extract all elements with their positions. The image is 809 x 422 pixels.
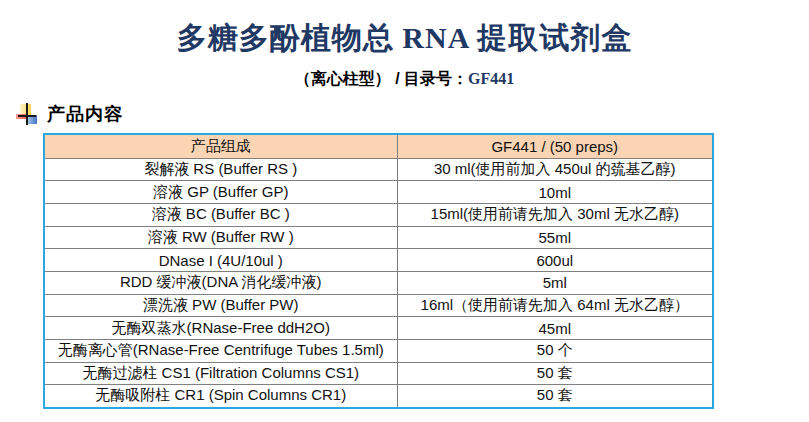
- component-cell: 裂解液 RS (Buffer RS ): [44, 158, 397, 181]
- section-heading-product-contents: 产品内容: [16, 102, 123, 126]
- document-page: 多糖多酚植物总 RNA 提取试剂盒 （离心柱型） / 目录号：GF441 产品内…: [0, 0, 809, 422]
- catalog-number: GF441: [468, 70, 514, 87]
- amount-cell: 15ml(使用前请先加入 30ml 无水乙醇): [397, 203, 713, 226]
- component-cell: 漂洗液 PW (Buffer PW): [44, 294, 397, 317]
- section-heading-label: 产品内容: [47, 102, 123, 126]
- table-row: 裂解液 RS (Buffer RS ) 30 ml(使用前加入 450ul 的巯…: [44, 158, 713, 181]
- table-row: 溶液 GP (Buffer GP) 10ml: [44, 181, 713, 204]
- amount-cell: 600ul: [397, 249, 713, 272]
- component-cell: 无酶离心管(RNase-Free Centrifuge Tubes 1.5ml): [44, 340, 397, 363]
- amount-cell: 45ml: [397, 317, 713, 340]
- amount-cell: 50 个: [397, 340, 713, 363]
- table-header-row: 产品组成 GF441 / (50 preps): [44, 134, 713, 158]
- amount-cell: 5ml: [397, 271, 713, 294]
- subtitle-label: （离心柱型） / 目录号：: [295, 70, 468, 87]
- table-row: 漂洗液 PW (Buffer PW) 16ml（使用前请先加入 64ml 无水乙…: [44, 294, 713, 317]
- table-row: RDD 缓冲液(DNA 消化缓冲液) 5ml: [44, 271, 713, 294]
- component-cell: 无酶吸附柱 CR1 (Spin Columns CR1): [44, 385, 397, 408]
- table-row: 无酶吸附柱 CR1 (Spin Columns CR1) 50 套: [44, 385, 713, 408]
- component-cell: RDD 缓冲液(DNA 消化缓冲液): [44, 271, 397, 294]
- table-row: 溶液 BC (Buffer BC ) 15ml(使用前请先加入 30ml 无水乙…: [44, 203, 713, 226]
- amount-cell: 30 ml(使用前加入 450ul 的巯基乙醇): [397, 158, 713, 181]
- component-cell: 溶液 BC (Buffer BC ): [44, 203, 397, 226]
- amount-cell: 50 套: [397, 362, 713, 385]
- amount-cell: 16ml（使用前请先加入 64ml 无水乙醇）: [397, 294, 713, 317]
- table-row: 溶液 RW (Buffer RW ) 55ml: [44, 226, 713, 249]
- table-row: DNase I (4U/10ul ) 600ul: [44, 249, 713, 272]
- subtitle: （离心柱型） / 目录号：GF441: [0, 69, 809, 90]
- column-header-component: 产品组成: [44, 134, 397, 158]
- component-cell: 溶液 RW (Buffer RW ): [44, 226, 397, 249]
- colored-squares-bullet-icon: [16, 103, 38, 125]
- page-title: 多糖多酚植物总 RNA 提取试剂盒: [0, 18, 809, 59]
- bullet-vertical-line: [26, 103, 28, 125]
- amount-cell: 10ml: [397, 181, 713, 204]
- component-cell: 无酶过滤柱 CS1 (Filtration Columns CS1): [44, 362, 397, 385]
- component-cell: 无酶双蒸水(RNase-Free ddH2O): [44, 317, 397, 340]
- component-cell: DNase I (4U/10ul ): [44, 249, 397, 272]
- bullet-horizontal-line: [18, 115, 36, 117]
- table-row: 无酶双蒸水(RNase-Free ddH2O) 45ml: [44, 317, 713, 340]
- component-cell: 溶液 GP (Buffer GP): [44, 181, 397, 204]
- table-row: 无酶过滤柱 CS1 (Filtration Columns CS1) 50 套: [44, 362, 713, 385]
- table-row: 无酶离心管(RNase-Free Centrifuge Tubes 1.5ml)…: [44, 340, 713, 363]
- amount-cell: 50 套: [397, 385, 713, 408]
- product-contents-table: 产品组成 GF441 / (50 preps) 裂解液 RS (Buffer R…: [43, 133, 714, 409]
- column-header-amount: GF441 / (50 preps): [397, 134, 713, 158]
- amount-cell: 55ml: [397, 226, 713, 249]
